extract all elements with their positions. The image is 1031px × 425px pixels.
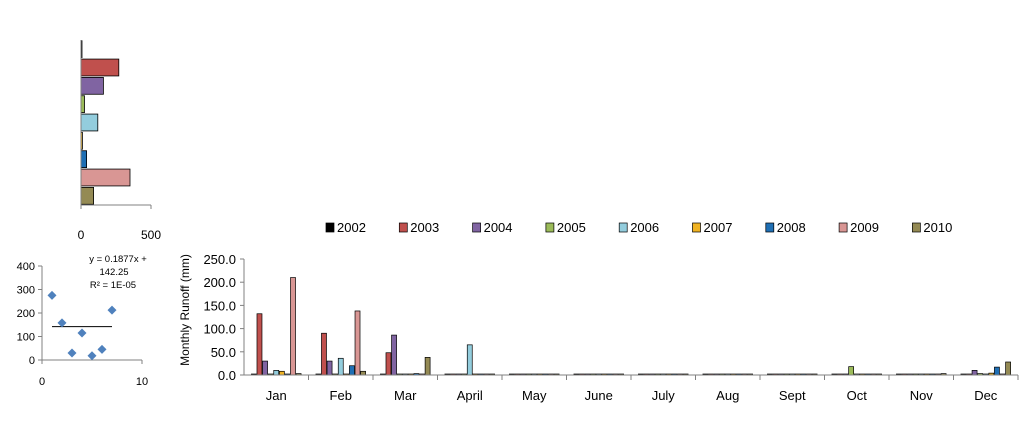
hbar-bar	[80, 113, 99, 132]
main-bar	[848, 366, 855, 376]
scatter-y-tick-label: 200	[17, 308, 35, 320]
main-bar	[326, 360, 333, 376]
main-x-tick-label: Jan	[266, 388, 287, 403]
scatter-y-tick-label: 0	[29, 355, 35, 367]
main-bar	[337, 357, 344, 376]
hbar-bar	[80, 186, 94, 205]
legend-swatch	[618, 222, 628, 233]
legend-label: 2004	[484, 220, 513, 235]
scatter-point	[97, 344, 107, 354]
main-bar	[256, 313, 263, 376]
scatter-y-tick-label: 100	[17, 332, 35, 344]
scatter-point	[47, 290, 57, 300]
main-bar	[994, 366, 1000, 376]
main-bar	[262, 360, 268, 376]
scatter-point	[87, 351, 97, 361]
main-x-tick-label: Feb	[330, 388, 352, 403]
main-x-tick-label: Nov	[910, 388, 934, 403]
legend-label: 2005	[557, 220, 586, 235]
legend-label: 2007	[704, 220, 733, 235]
main-x-tick-label: Mar	[394, 388, 417, 403]
hbar-bar	[80, 168, 131, 187]
legend-swatch	[325, 222, 335, 233]
hbar-bar	[80, 150, 87, 169]
main-x-tick-label: Dec	[974, 388, 998, 403]
scatter-x-tick-label: 0	[39, 376, 45, 388]
main-y-tick-label: 200.0	[203, 275, 236, 290]
main-bar	[466, 344, 473, 376]
scatter-point	[67, 348, 77, 358]
scatter-point	[57, 318, 67, 328]
main-y-tick-label: 100.0	[203, 322, 236, 337]
scatter-point	[77, 328, 87, 338]
main-bar	[391, 334, 397, 376]
main-bar	[273, 370, 280, 376]
legend-swatch	[692, 222, 701, 233]
main-bar	[385, 352, 392, 376]
main-x-tick-label: Sept	[779, 388, 806, 403]
main-x-tick-label: July	[652, 388, 676, 403]
main-y-tick-label: 50.0	[211, 345, 236, 360]
scatter-chart: 0 100 200 300 400 0 10 y = 0.1877x + 142.25 R² = …	[17, 254, 148, 388]
legend-swatch	[838, 222, 848, 233]
main-x-tick-label: June	[585, 388, 613, 403]
legend-label: 2002	[337, 220, 366, 235]
legend-label: 2006	[630, 220, 659, 235]
scatter-equation-line1: y = 0.1877x +	[89, 254, 147, 265]
main-y-tick-label: 250.0	[203, 252, 236, 267]
main-x-tick-label: May	[522, 388, 547, 403]
hbar-tick-label: 0	[78, 228, 85, 242]
main-bar	[290, 277, 296, 376]
main-x-tick-label: April	[457, 388, 483, 403]
main-x-tick-label: Aug	[716, 388, 739, 403]
main-y-tick-label: 0.0	[218, 368, 236, 383]
horizontal-bar-chart: 0 500	[78, 40, 161, 242]
main-bar	[321, 332, 327, 376]
monthly-runoff-bar-chart: 0.0 50.0 100.0 150.0 200.0 250.0 Monthly Runof…	[178, 220, 1019, 403]
legend-label: 2010	[923, 220, 952, 235]
main-bar	[354, 310, 361, 376]
scatter-r-squared: R² = 1E-05	[90, 280, 136, 291]
legend-label: 2003	[410, 220, 439, 235]
main-y-tick-label: 150.0	[203, 298, 236, 313]
main-bar	[424, 357, 431, 376]
main-bar	[971, 370, 978, 376]
legend-swatch	[545, 222, 555, 233]
scatter-equation-line2: 142.25	[99, 267, 128, 278]
legend-swatch	[472, 222, 481, 233]
main-x-tick-label: Oct	[847, 388, 868, 403]
hbar-bar	[80, 77, 104, 95]
main-bar	[1005, 361, 1011, 376]
legend-swatch	[912, 222, 921, 233]
scatter-point	[107, 305, 117, 315]
main-bar	[360, 370, 366, 376]
legend-swatch	[765, 222, 775, 233]
hbar-tick-label: 500	[141, 228, 161, 242]
scatter-x-tick-label: 10	[136, 376, 148, 388]
scatter-y-tick-label: 300	[17, 285, 35, 297]
main-bar	[278, 370, 285, 376]
legend-label: 2008	[777, 220, 806, 235]
hbar-bar	[80, 58, 120, 77]
legend-label: 2009	[850, 220, 879, 235]
scatter-y-tick-label: 400	[17, 261, 35, 273]
main-bar	[349, 365, 355, 376]
main-y-axis-label: Monthly Runoff (mm)	[178, 254, 192, 366]
hbar-bar	[80, 95, 85, 113]
legend-swatch	[398, 222, 408, 233]
